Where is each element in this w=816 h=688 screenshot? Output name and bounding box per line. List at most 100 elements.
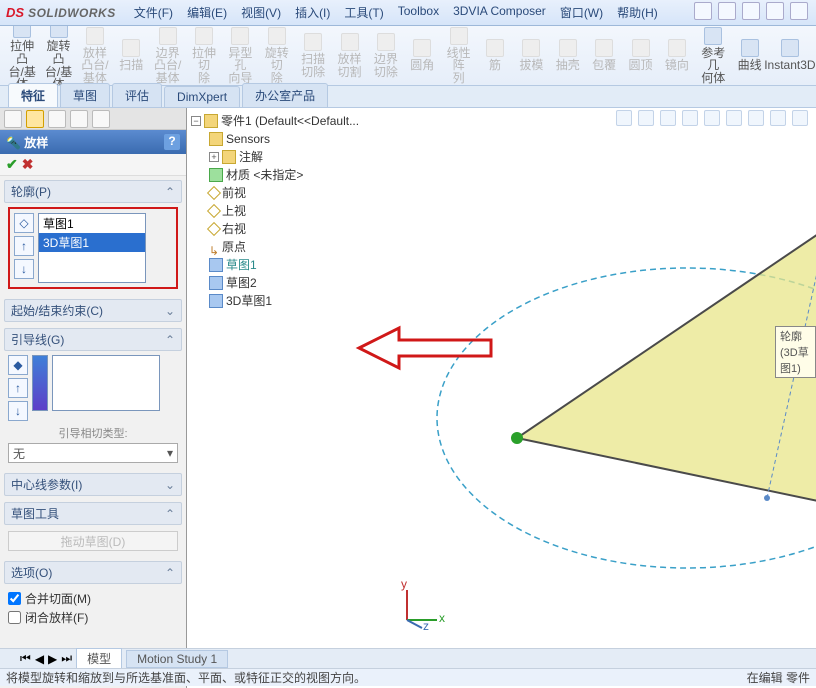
tree-item[interactable]: 注解: [239, 148, 263, 166]
dropdown-value: 无: [13, 445, 25, 462]
list-item[interactable]: 3D草图1: [39, 233, 145, 252]
qat-save-icon[interactable]: [742, 2, 760, 20]
menu-item[interactable]: 插入(I): [295, 4, 330, 21]
section-header-options[interactable]: 选项(O) ⌃: [4, 561, 182, 584]
help-icon[interactable]: ?: [164, 134, 180, 150]
section-view-icon[interactable]: [682, 110, 698, 126]
qat-open-icon[interactable]: [718, 2, 736, 20]
menu-item[interactable]: 文件(F): [134, 4, 173, 21]
plane-icon: [207, 186, 221, 200]
checkbox-close-loft[interactable]: 闭合放样(F): [8, 609, 178, 626]
ribbon-item: 线性阵列: [443, 27, 475, 85]
section-profile: 轮廓(P) ⌃ ◇ ↑ ↓ 草图13D草图1: [4, 180, 182, 293]
guide-icon[interactable]: ◆: [8, 355, 28, 375]
guide-up-button[interactable]: ↑: [8, 378, 28, 398]
scene-icon[interactable]: [770, 110, 786, 126]
section-header-centerline[interactable]: 中心线参数(I) ⌄: [4, 473, 182, 496]
prev-view-icon[interactable]: [660, 110, 676, 126]
ribbon-item: 放样凸台/基体: [79, 27, 111, 85]
display-style-icon[interactable]: [726, 110, 742, 126]
menu-item[interactable]: 视图(V): [241, 4, 281, 21]
menu-item[interactable]: 3DVIA Composer: [453, 4, 546, 21]
zoom-area-icon[interactable]: [638, 110, 654, 126]
3d-viewport[interactable]: [387, 138, 816, 618]
move-up-button[interactable]: ↑: [14, 236, 34, 256]
tree-item[interactable]: 材质 <未指定>: [226, 166, 303, 184]
expand-icon[interactable]: −: [191, 116, 201, 126]
tree-item[interactable]: 原点: [222, 238, 246, 256]
menu-item[interactable]: 编辑(E): [187, 4, 227, 21]
tree-item[interactable]: 草图2: [226, 274, 257, 292]
hide-show-icon[interactable]: [748, 110, 764, 126]
ribbon-tab[interactable]: 办公室产品: [242, 83, 328, 107]
tangent-type-dropdown[interactable]: 无 ▾: [8, 443, 178, 463]
checkbox-input[interactable]: [8, 611, 21, 624]
ribbon-item-label: 放样凸台/基体: [79, 47, 111, 85]
checkbox-input[interactable]: [8, 592, 21, 605]
ribbon-tab[interactable]: 特征: [8, 83, 58, 107]
quick-access-toolbar: [694, 2, 808, 20]
tree-item[interactable]: 上视: [222, 202, 246, 220]
profile-icon[interactable]: ◇: [14, 213, 34, 233]
menu-item[interactable]: 工具(T): [344, 4, 383, 21]
workspace: 🔦 放样 ? ✔ ✖ 轮廓(P) ⌃ ◇ ↑ ↓: [0, 108, 816, 688]
ribbon-item: 异型孔向导: [224, 27, 256, 85]
section-header-profile[interactable]: 轮廓(P) ⌃: [4, 180, 182, 203]
ribbon-tab[interactable]: DimXpert: [164, 86, 240, 107]
list-item[interactable]: 草图1: [39, 214, 145, 233]
nav-next-icon[interactable]: ▶: [48, 652, 57, 666]
tree-item[interactable]: 3D草图1: [226, 292, 272, 310]
cancel-button[interactable]: ✖: [22, 156, 34, 173]
qat-print-icon[interactable]: [766, 2, 784, 20]
ribbon-item: 边界切除: [370, 33, 402, 78]
tab-motion-study[interactable]: Motion Study 1: [126, 650, 228, 668]
ribbon-item-icon: [195, 27, 213, 45]
nav-prev-icon[interactable]: ◀: [35, 652, 44, 666]
guide-listbox[interactable]: [52, 355, 160, 411]
ribbon-item-label: 参考几何体: [697, 47, 729, 85]
tree-item[interactable]: 右视: [222, 220, 246, 238]
svg-text:y: y: [401, 580, 407, 591]
graphics-area[interactable]: − 零件1 (Default<<Default... Sensors + 注解 材质…: [187, 108, 816, 688]
panel-tab-1[interactable]: [4, 110, 22, 128]
zoom-fit-icon[interactable]: [616, 110, 632, 126]
sketch-icon: [209, 276, 223, 290]
nav-first-icon[interactable]: ⏮: [20, 651, 31, 666]
tree-item[interactable]: 前视: [222, 184, 246, 202]
tab-model[interactable]: 模型: [76, 648, 122, 669]
feature-tree[interactable]: − 零件1 (Default<<Default... Sensors + 注解 材质…: [191, 112, 361, 310]
ribbon-tab[interactable]: 评估: [112, 83, 162, 107]
expand-icon[interactable]: +: [209, 152, 219, 162]
section-header-sketch[interactable]: 草图工具 ⌃: [4, 502, 182, 525]
ok-button[interactable]: ✔: [6, 156, 18, 173]
tree-item[interactable]: 草图1: [226, 256, 257, 274]
ribbon-item-icon: [741, 39, 759, 57]
view-orient-icon[interactable]: [704, 110, 720, 126]
panel-tab-3[interactable]: [48, 110, 66, 128]
ribbon-item[interactable]: 拉伸凸台/基体: [6, 26, 38, 86]
ribbon-item: 拔模: [515, 39, 547, 72]
checkbox-merge-tangent[interactable]: 合并切面(M): [8, 590, 178, 607]
ribbon-item[interactable]: Instant3D: [770, 39, 810, 72]
appearance-icon[interactable]: [792, 110, 808, 126]
section-header-constraint[interactable]: 起始/结束约束(C) ⌄: [4, 299, 182, 322]
qat-new-icon[interactable]: [694, 2, 712, 20]
ribbon-item[interactable]: 旋转凸台/基体: [42, 26, 74, 86]
qat-undo-icon[interactable]: [790, 2, 808, 20]
profile-listbox[interactable]: 草图13D草图1: [38, 213, 146, 283]
menu-item[interactable]: Toolbox: [398, 4, 439, 21]
ribbon-tab[interactable]: 草图: [60, 83, 110, 107]
tree-root[interactable]: 零件1 (Default<<Default...: [221, 112, 359, 130]
tree-item[interactable]: Sensors: [226, 130, 270, 148]
ribbon-item[interactable]: 曲线: [734, 39, 766, 72]
panel-tab-5[interactable]: [92, 110, 110, 128]
section-header-guide[interactable]: 引导线(G) ⌃: [4, 328, 182, 351]
move-down-button[interactable]: ↓: [14, 259, 34, 279]
menu-item[interactable]: 帮助(H): [617, 4, 658, 21]
menu-item[interactable]: 窗口(W): [560, 4, 603, 21]
guide-down-button[interactable]: ↓: [8, 401, 28, 421]
panel-tab-4[interactable]: [70, 110, 88, 128]
nav-last-icon[interactable]: ⏭: [61, 651, 72, 666]
ribbon-item[interactable]: 参考几何体: [697, 27, 729, 85]
panel-tab-2[interactable]: [26, 110, 44, 128]
